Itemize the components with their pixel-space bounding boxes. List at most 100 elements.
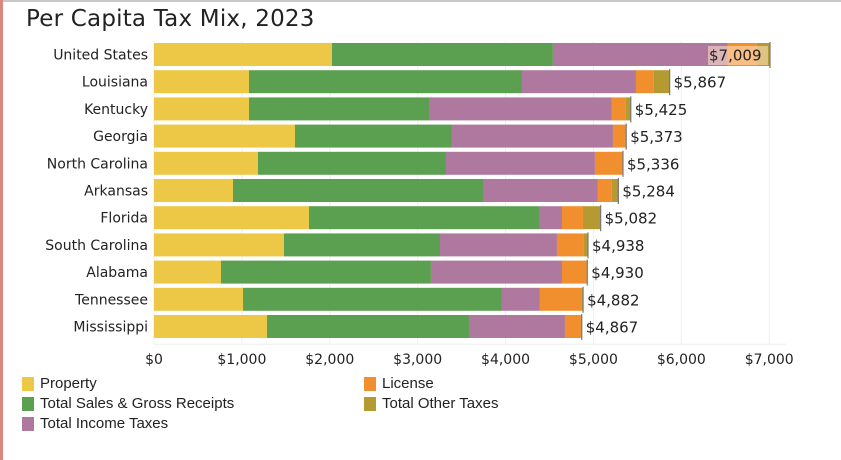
total-label: $5,284	[622, 183, 675, 201]
bar-segment	[294, 124, 452, 148]
bar-segment	[583, 233, 588, 257]
bar-segment	[220, 260, 431, 284]
bar-segment	[611, 179, 619, 202]
total-label: $5,082	[605, 210, 658, 228]
bar-segment	[154, 233, 284, 257]
total-labels: $7,009 $5,867 $5,425 $5,373 $5,336 $5,284 $5,0…	[586, 46, 768, 337]
category-label: Louisiana	[82, 75, 148, 91]
legend-item-property: Property	[22, 375, 97, 392]
bar-segment	[451, 124, 613, 148]
bar-segment	[154, 151, 258, 175]
bar-segment	[233, 179, 484, 202]
category-label: North Carolina	[47, 156, 148, 172]
legend-label: Total Sales & Gross Receipts	[40, 395, 235, 412]
bar-segment	[308, 206, 540, 230]
total-label: $5,867	[674, 74, 727, 92]
bar-segment	[597, 179, 612, 202]
legend-item-sales: Total Sales & Gross Receipts	[22, 395, 234, 412]
category-label: Alabama	[86, 265, 148, 281]
legend-item-income: Total Income Taxes	[22, 415, 168, 432]
bar-segment	[257, 151, 446, 175]
legend-swatch	[364, 396, 376, 411]
legend-label: License	[382, 375, 434, 392]
bar-segment	[582, 206, 601, 230]
category-label: Florida	[100, 211, 148, 227]
total-label: $4,930	[591, 264, 644, 282]
bar-segment	[561, 260, 587, 284]
category-label: Tennessee	[74, 292, 148, 308]
x-tick-label: $2,000	[305, 352, 354, 368]
bar-segment	[267, 315, 469, 338]
bar-segment	[154, 287, 244, 311]
total-label-bg	[708, 46, 768, 65]
bar-segment	[539, 206, 562, 230]
category-labels: United States Louisiana Kentucky Georgia Nor…	[45, 48, 148, 336]
bar-segment	[249, 70, 522, 94]
bar-segment	[561, 206, 583, 230]
category-label: Kentucky	[84, 102, 148, 118]
x-tick-label: $7,000	[745, 352, 794, 368]
legend-label: Property	[40, 375, 97, 392]
legend-swatch	[22, 416, 34, 431]
bar-segment	[445, 151, 595, 175]
bar-segment	[331, 43, 553, 66]
category-label: Georgia	[93, 129, 148, 145]
category-label: South Carolina	[45, 238, 148, 254]
bar-segment	[468, 315, 565, 338]
bar-segment	[154, 260, 221, 284]
bar-segment	[249, 97, 429, 121]
bar-segment	[154, 97, 250, 121]
legend-swatch	[22, 376, 34, 391]
legend-item-other: Total Other Taxes	[364, 395, 498, 412]
x-tick-label: $5,000	[569, 352, 618, 368]
x-tick-label: $3,000	[393, 352, 442, 368]
chart-title: Per Capita Tax Mix, 2023	[26, 6, 315, 32]
x-axis-ticks: $0 $1,000 $2,000 $3,000 $4,000 $5,000 $6,000 $7…	[145, 352, 794, 368]
category-label: Mississippi	[73, 320, 148, 336]
legend-item-license: License	[364, 375, 434, 392]
bar-segment	[521, 70, 636, 94]
bar-segment	[625, 97, 631, 121]
x-tick-label: $1,000	[217, 352, 266, 368]
total-label: $7,009	[709, 47, 762, 65]
total-label: $4,938	[592, 237, 645, 255]
bar-segment	[483, 179, 598, 202]
bar-segment	[154, 206, 309, 230]
bar-segment	[283, 233, 440, 257]
category-label: Arkansas	[84, 184, 148, 200]
bar-segment	[611, 97, 626, 121]
bars	[154, 42, 771, 340]
total-label: $4,882	[587, 291, 640, 309]
bar-segment	[430, 260, 562, 284]
bar-segment	[439, 233, 557, 257]
stacked-bar-chart: United States Louisiana Kentucky Georgia Nor…	[45, 41, 794, 368]
bar-segment	[428, 97, 612, 121]
x-tick-label: $4,000	[481, 352, 530, 368]
bar-segment	[154, 70, 250, 94]
total-label: $5,336	[627, 155, 680, 173]
legend-swatch	[22, 396, 34, 411]
total-label: $4,867	[586, 319, 639, 337]
total-label: $5,373	[630, 128, 683, 146]
bar-segment	[594, 151, 623, 175]
bar-segment	[552, 43, 728, 66]
bar-segment	[154, 124, 295, 148]
x-tick-label: $0	[145, 352, 163, 368]
window-top-border	[0, 0, 841, 2]
bar-segment	[539, 287, 582, 311]
bar-segment	[653, 70, 670, 94]
bar-segment	[243, 287, 502, 311]
bar-segment	[556, 233, 584, 257]
legend-label: Total Income Taxes	[40, 415, 169, 432]
bar-segment	[635, 70, 654, 94]
window-left-border	[0, 0, 3, 460]
bar-segment	[154, 315, 268, 338]
bar-segment	[564, 315, 581, 338]
bar-segment	[501, 287, 540, 311]
total-label: $5,425	[635, 101, 688, 119]
bar-segment	[154, 179, 234, 202]
legend-label: Total Other Taxes	[382, 395, 499, 412]
category-label: United States	[53, 48, 148, 64]
x-tick-label: $6,000	[657, 352, 706, 368]
legend-swatch	[364, 376, 376, 391]
